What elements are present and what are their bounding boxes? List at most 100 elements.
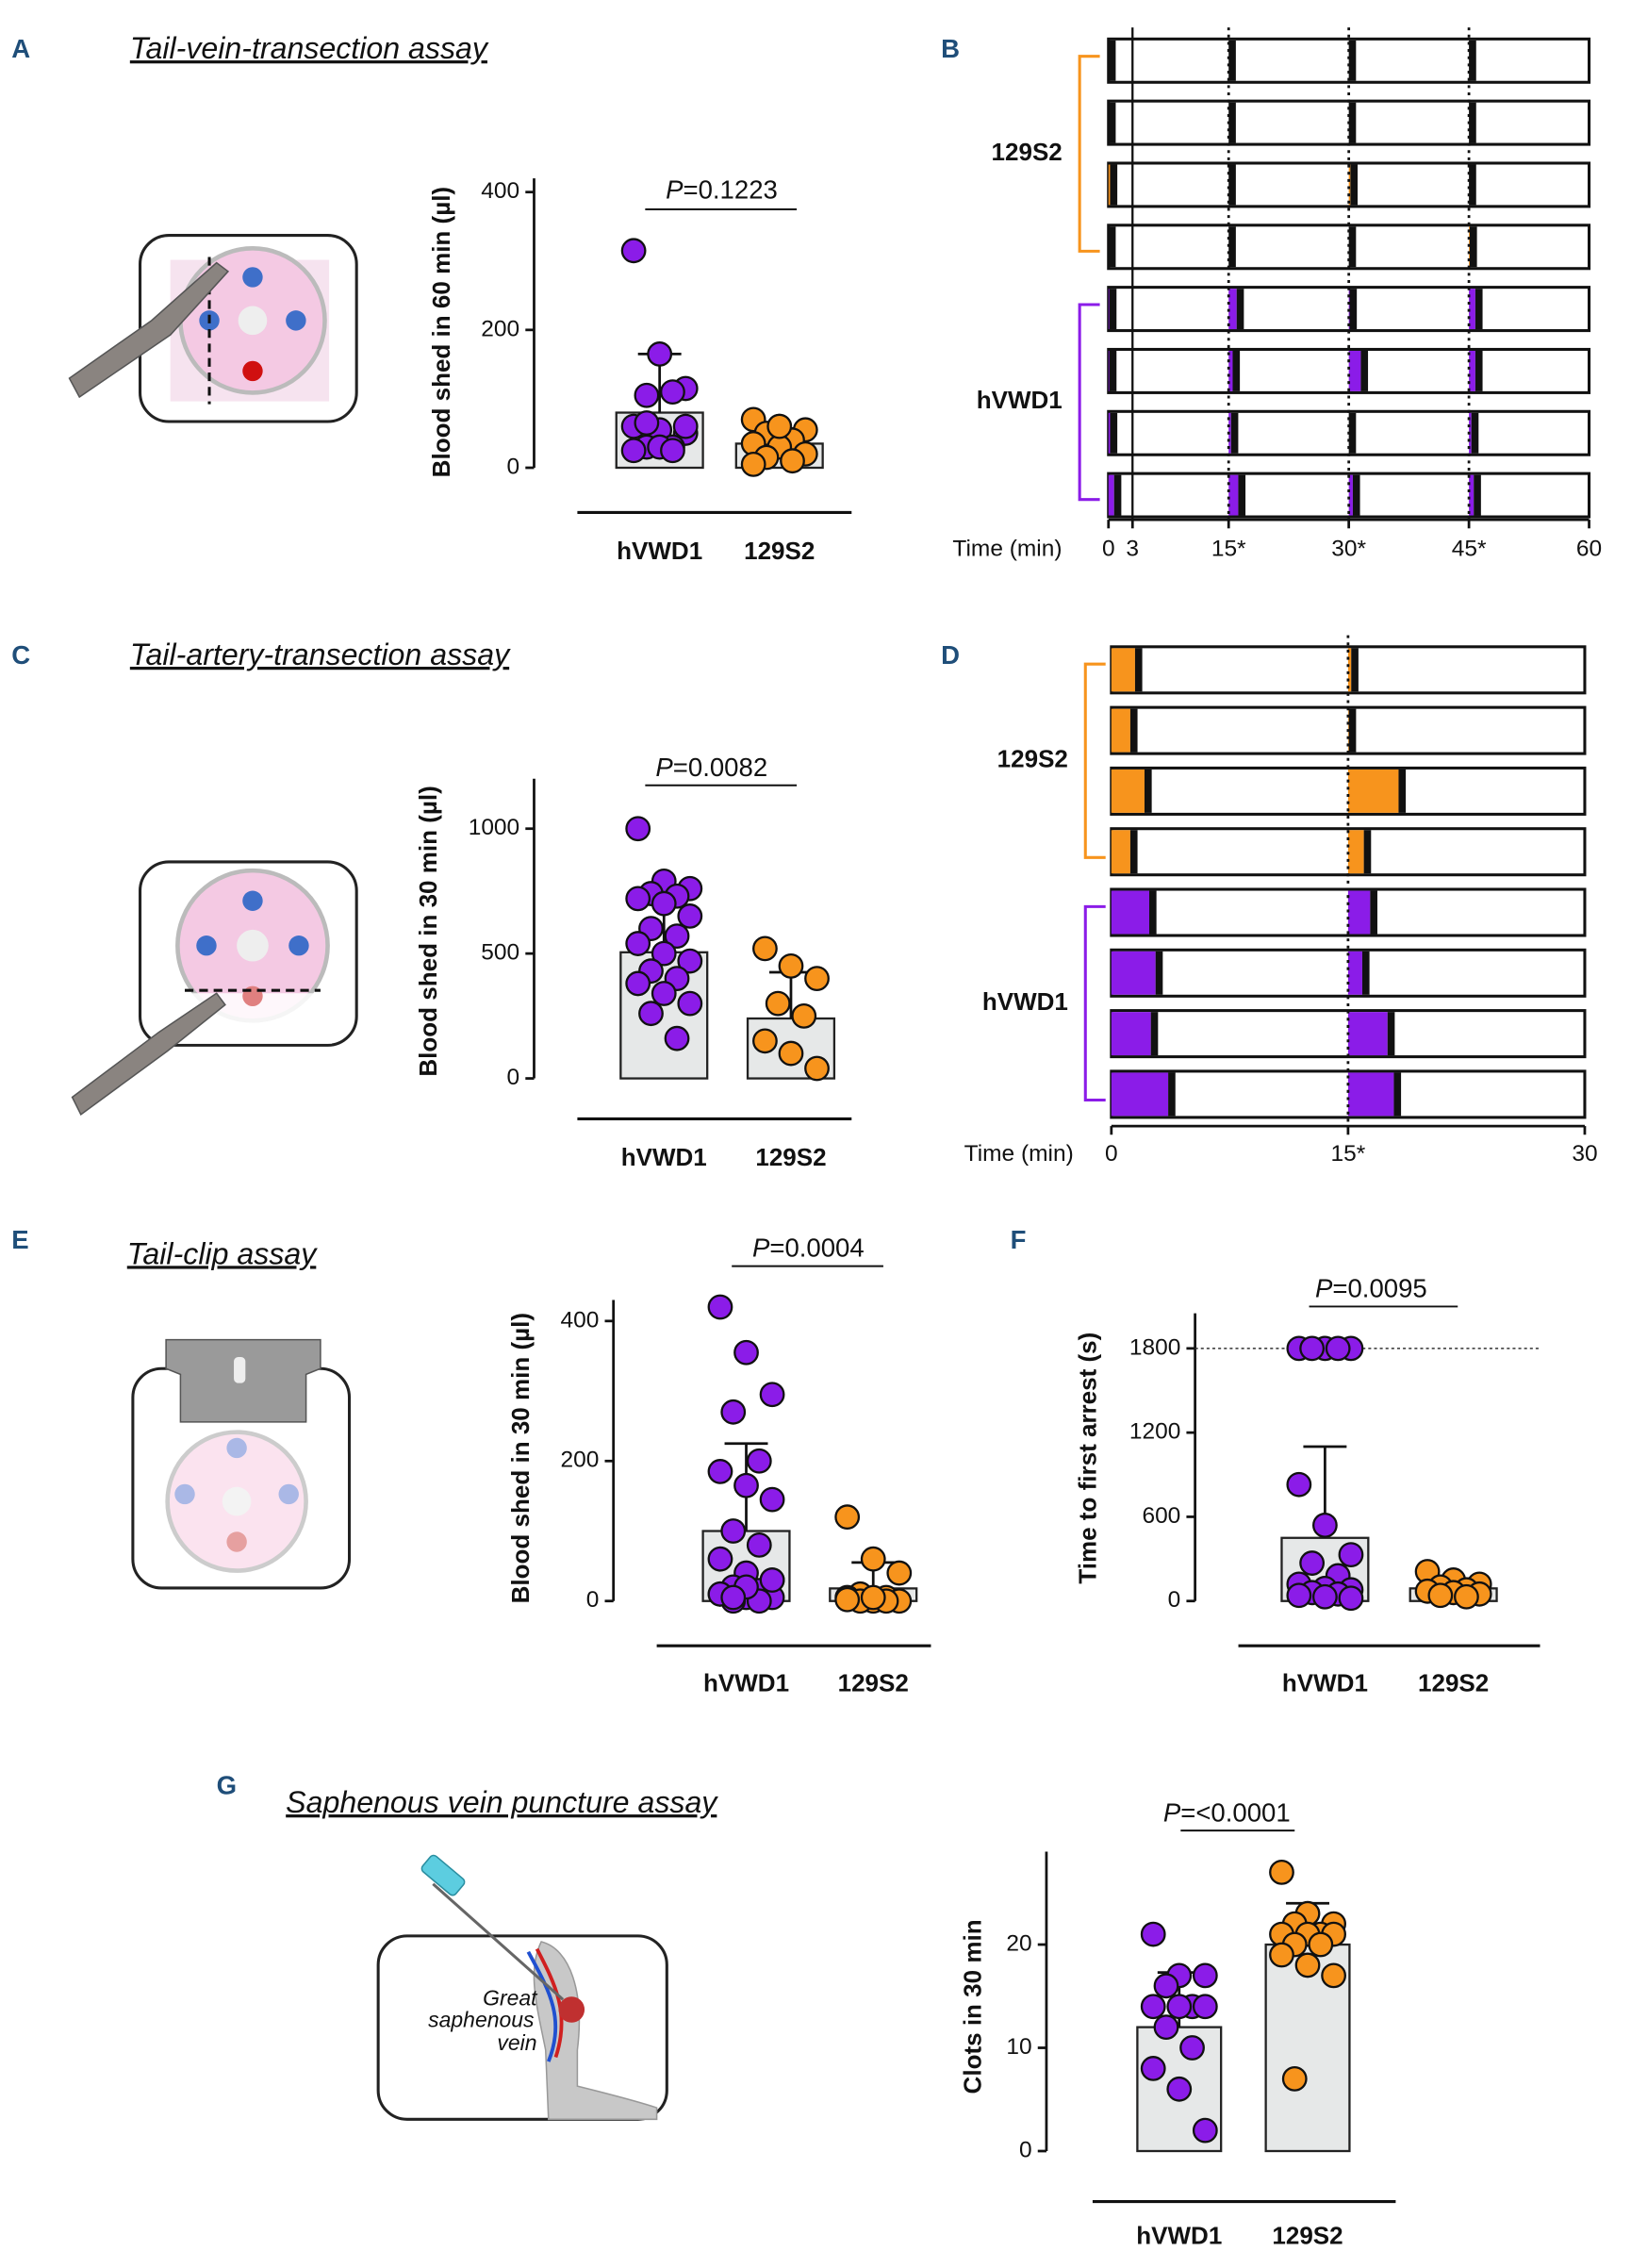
panel-label: E bbox=[11, 1225, 28, 1254]
y-axis-label: Blood shed in 30 min (µl) bbox=[506, 1313, 535, 1603]
data-point bbox=[620, 438, 647, 464]
data-point bbox=[677, 948, 703, 974]
bleed-end-marker bbox=[1113, 474, 1122, 516]
x-axis-label: Time (min) bbox=[952, 537, 1062, 562]
bleed-segment bbox=[1469, 474, 1474, 516]
p-value: P=<0.0001 bbox=[1163, 1798, 1291, 1828]
bleed-segment bbox=[1469, 351, 1475, 391]
p-value: P=0.0082 bbox=[655, 753, 767, 782]
y-tick-label: 1000 bbox=[469, 815, 519, 840]
illustration-vein bbox=[68, 234, 358, 423]
panel-title: Saphenous vein puncture assay bbox=[286, 1785, 718, 1819]
bleed-end-marker bbox=[1348, 102, 1357, 143]
illustration-label: vein bbox=[497, 2030, 536, 2055]
data-point bbox=[1192, 1962, 1218, 1989]
data-point bbox=[625, 970, 651, 997]
bleed-segment bbox=[1108, 412, 1111, 454]
data-point bbox=[677, 903, 703, 929]
bleed-end-marker bbox=[1236, 289, 1244, 330]
group-bracket bbox=[1083, 662, 1106, 859]
bleed-end-marker bbox=[1150, 1012, 1159, 1056]
p-value-text: =0.0082 bbox=[673, 753, 767, 782]
data-point bbox=[804, 1055, 830, 1082]
bleed-segment bbox=[1228, 351, 1233, 391]
bleed-end-marker bbox=[1110, 412, 1118, 454]
bleed-segment bbox=[1108, 164, 1111, 206]
data-point bbox=[707, 1294, 733, 1320]
data-point bbox=[625, 931, 651, 956]
data-point bbox=[860, 1546, 886, 1572]
bleed-segment bbox=[1111, 648, 1135, 692]
data-point bbox=[1312, 1583, 1338, 1610]
data-point bbox=[804, 966, 830, 992]
data-point bbox=[860, 1584, 886, 1611]
data-point bbox=[1299, 1550, 1326, 1576]
bleed-segment bbox=[1347, 951, 1362, 995]
data-point bbox=[752, 1028, 778, 1054]
x-tick-label: 0 bbox=[1105, 1141, 1118, 1167]
data-point bbox=[1308, 1931, 1334, 1958]
data-point bbox=[834, 1504, 861, 1531]
x-tick-label: 129S2 bbox=[1272, 2222, 1343, 2250]
bleed-end-marker bbox=[1109, 289, 1117, 330]
bleed-end-marker bbox=[1148, 890, 1157, 935]
x-tick-label: 30 bbox=[1572, 1141, 1597, 1167]
group-label: hVWD1 bbox=[982, 987, 1068, 1016]
data-point bbox=[1338, 1542, 1364, 1568]
panel-label: A bbox=[11, 34, 30, 63]
x-tick-label: 3 bbox=[1126, 537, 1139, 562]
bleed-end-marker bbox=[1469, 164, 1476, 206]
data-point bbox=[720, 1399, 747, 1425]
bleed-end-marker bbox=[1155, 951, 1163, 995]
bleed-end-marker bbox=[1393, 1072, 1402, 1117]
bleed-end-marker bbox=[1469, 40, 1476, 81]
p-value-text: =0.1223 bbox=[684, 175, 778, 205]
y-tick-label: 500 bbox=[481, 940, 519, 966]
data-point bbox=[720, 1584, 747, 1611]
bleed-end-marker bbox=[1348, 708, 1357, 753]
bleed-end-marker bbox=[1238, 474, 1246, 516]
bleed-end-marker bbox=[1108, 102, 1116, 143]
bleed-end-marker bbox=[1144, 769, 1152, 813]
y-tick-label: 1200 bbox=[1129, 1419, 1180, 1445]
bleed-end-marker bbox=[1398, 769, 1407, 813]
bleed-segment bbox=[1347, 1012, 1388, 1056]
x-tick-label: 0 bbox=[1102, 537, 1115, 562]
y-tick-label: 400 bbox=[481, 178, 519, 204]
illustration-saphenous: Great saphenous vein bbox=[376, 1854, 668, 2121]
bleed-end-marker bbox=[1232, 351, 1241, 391]
data-point bbox=[638, 1001, 664, 1027]
bleed-segment bbox=[1228, 474, 1239, 516]
data-point bbox=[791, 1002, 817, 1029]
bleed-segment bbox=[1348, 474, 1353, 516]
y-tick-label: 0 bbox=[507, 1065, 520, 1090]
bleed-end-marker bbox=[1363, 830, 1372, 874]
data-point bbox=[733, 1339, 759, 1366]
data-point bbox=[634, 382, 660, 408]
data-point bbox=[660, 379, 685, 406]
data-point bbox=[1140, 1994, 1166, 2020]
bleed-end-marker bbox=[1168, 1072, 1176, 1117]
data-point bbox=[1286, 1582, 1312, 1609]
bleed-segment bbox=[1111, 1012, 1151, 1056]
bleed-segment bbox=[1228, 289, 1237, 330]
bleed-segment bbox=[1108, 351, 1110, 391]
y-tick-label: 0 bbox=[1168, 1587, 1181, 1613]
x-tick-label: 129S2 bbox=[755, 1143, 826, 1171]
bleed-end-marker bbox=[1230, 412, 1239, 454]
bleed-end-marker bbox=[1387, 1012, 1395, 1056]
illustration-clip bbox=[131, 1338, 352, 1590]
panel-title: Tail-vein-transection assay bbox=[130, 31, 489, 65]
bleed-segment bbox=[1347, 769, 1399, 813]
x-tick-label: hVWD1 bbox=[1136, 2222, 1222, 2250]
data-point bbox=[1269, 1859, 1294, 1885]
bleed-end-marker bbox=[1129, 830, 1138, 874]
x-tick-label: hVWD1 bbox=[617, 537, 702, 565]
data-point bbox=[766, 413, 793, 439]
data-point bbox=[651, 981, 677, 1006]
bleed-end-marker bbox=[1360, 351, 1369, 391]
bleed-end-marker bbox=[1469, 102, 1476, 143]
data-point bbox=[1294, 1952, 1321, 1978]
bleed-end-marker bbox=[1370, 890, 1377, 935]
